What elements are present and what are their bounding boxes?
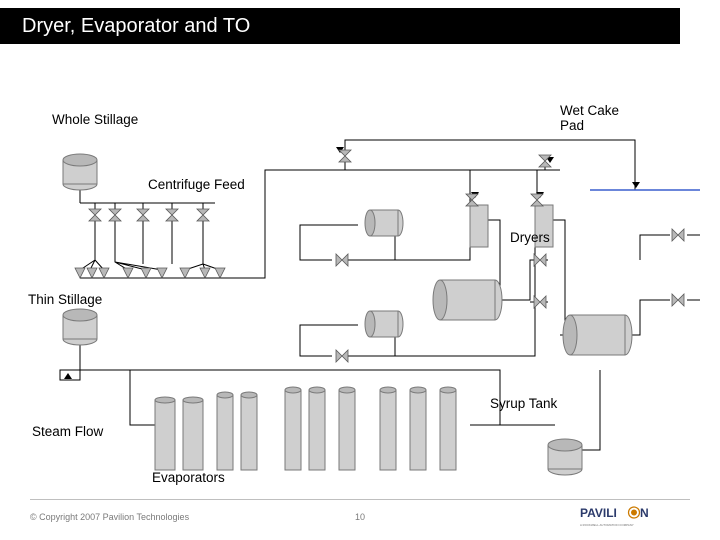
copyright-text: © Copyright 2007 Pavilion Technologies [30,512,189,522]
page-number: 10 [355,512,365,522]
label-wet-cake-pad: Wet Cake Pad [560,103,619,133]
label-centrifuge-feed: Centrifuge Feed [148,177,245,192]
svg-text:A ROCKWELL AUTOMATION COMPANY: A ROCKWELL AUTOMATION COMPANY [580,523,634,527]
label-whole-stillage: Whole Stillage [52,112,138,127]
svg-text:PAVILI: PAVILI [580,506,617,520]
label-steam-flow: Steam Flow [32,424,103,439]
process-diagram [0,70,720,490]
pavilion-logo: PAVILI N A ROCKWELL AUTOMATION COMPANY [580,506,690,530]
svg-text:N: N [640,506,649,520]
label-evaporators: Evaporators [152,470,225,485]
footer-divider [30,499,690,500]
page-title: Dryer, Evaporator and TO [22,15,250,38]
label-thin-stillage: Thin Stillage [28,292,102,307]
label-syrup-tank: Syrup Tank [490,396,557,411]
label-dryers: Dryers [510,230,550,245]
title-bar: Dryer, Evaporator and TO [0,8,680,44]
